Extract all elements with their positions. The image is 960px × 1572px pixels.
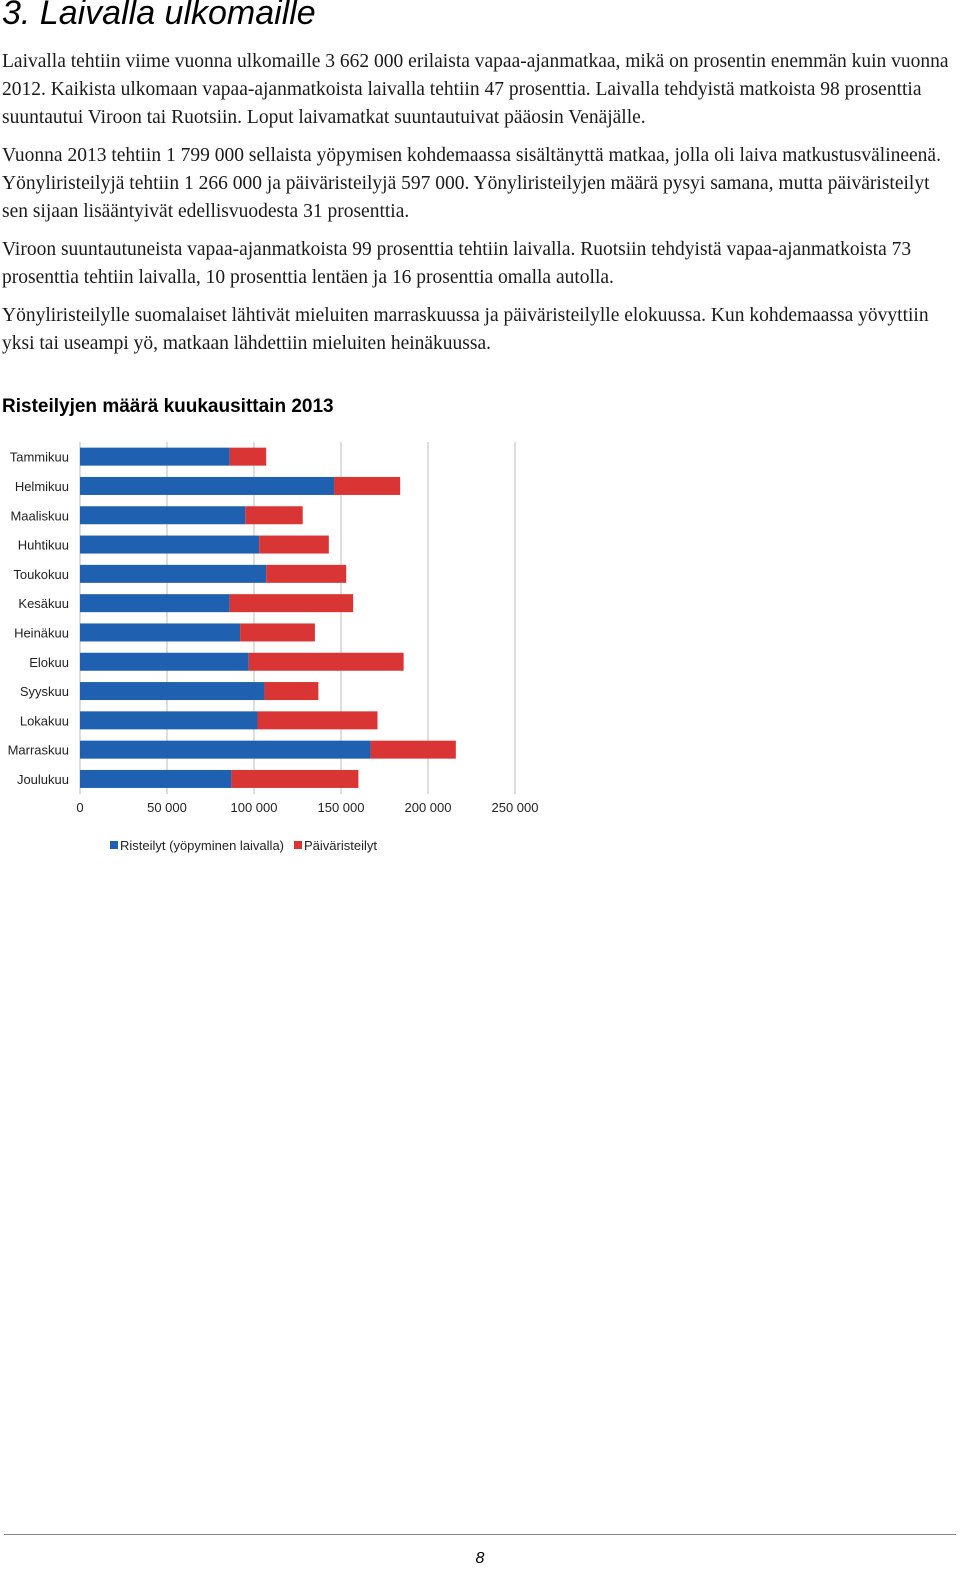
bar-segment: [259, 535, 329, 554]
bar-segment: [257, 711, 378, 730]
bar-segment: [80, 506, 246, 525]
paragraph: Yönyliristeilylle suomalaiset lähtivät m…: [2, 305, 929, 354]
bar-segment: [80, 652, 249, 671]
x-tick-label: 250 000: [492, 800, 539, 815]
category-label: Tammikuu: [10, 450, 69, 465]
x-tick-label: 0: [76, 800, 83, 815]
footer-divider: [4, 1534, 956, 1535]
legend-swatch: [294, 841, 302, 849]
bar-segment: [240, 623, 315, 642]
cruise-bar-chart: Tammikuu Helmikuu Maaliskuu Huhtikuu Toukoku…: [8, 442, 539, 853]
category-label: Elokuu: [29, 655, 69, 670]
legend-label: Päiväristeilyt: [304, 838, 377, 853]
legend-swatch: [110, 841, 118, 849]
bar-segment: [334, 476, 401, 495]
body-text: Laivalla tehtiin viime vuonna ulkomaille…: [2, 48, 957, 368]
bar-segment: [80, 594, 230, 613]
x-tick-label: 200 000: [405, 800, 452, 815]
bar-segment: [80, 682, 265, 701]
bar-segment: [80, 740, 371, 759]
chart-title: Risteilyjen määrä kuukausittain 2013: [2, 396, 334, 417]
bar-segment: [245, 506, 303, 525]
category-label: Helmikuu: [15, 479, 69, 494]
bar-segment: [370, 740, 456, 759]
category-label: Marraskuu: [8, 743, 69, 758]
bar-segment: [80, 476, 335, 495]
category-label: Maaliskuu: [10, 508, 69, 523]
x-tick-label: 100 000: [231, 800, 278, 815]
bar-segment: [80, 535, 260, 554]
category-label: Huhtikuu: [18, 538, 69, 553]
bar-segment: [80, 447, 230, 466]
category-label: Heinäkuu: [14, 625, 69, 640]
category-label: Kesäkuu: [18, 596, 69, 611]
bar-segment: [229, 447, 267, 466]
category-label: Lokakuu: [20, 713, 69, 728]
bar-segment: [229, 594, 354, 613]
section-heading: 3. Laivalla ulkomaille: [2, 0, 316, 32]
x-tick-label: 150 000: [318, 800, 365, 815]
bar-segment: [80, 564, 267, 583]
paragraph: Viroon suuntautuneista vapaa-ajanmatkois…: [2, 239, 912, 288]
legend-label: Risteilyt (yöpyminen laivalla): [120, 838, 284, 853]
bar-segment: [80, 769, 232, 788]
bar-segment: [80, 623, 241, 642]
bar-segment: [80, 711, 258, 730]
category-label: Toukokuu: [13, 567, 69, 582]
x-tick-label: 50 000: [147, 800, 187, 815]
category-label: Joulukuu: [17, 772, 69, 787]
page-number: 8: [475, 1550, 485, 1567]
bar-segment: [266, 564, 347, 583]
bar-segment: [231, 769, 359, 788]
bar-segment: [264, 682, 319, 701]
paragraph: Laivalla tehtiin viime vuonna ulkomaille…: [2, 51, 949, 128]
paragraph: Vuonna 2013 tehtiin 1 799 000 sellaista …: [2, 145, 941, 222]
category-label: Syyskuu: [20, 684, 69, 699]
bar-segment: [248, 652, 404, 671]
